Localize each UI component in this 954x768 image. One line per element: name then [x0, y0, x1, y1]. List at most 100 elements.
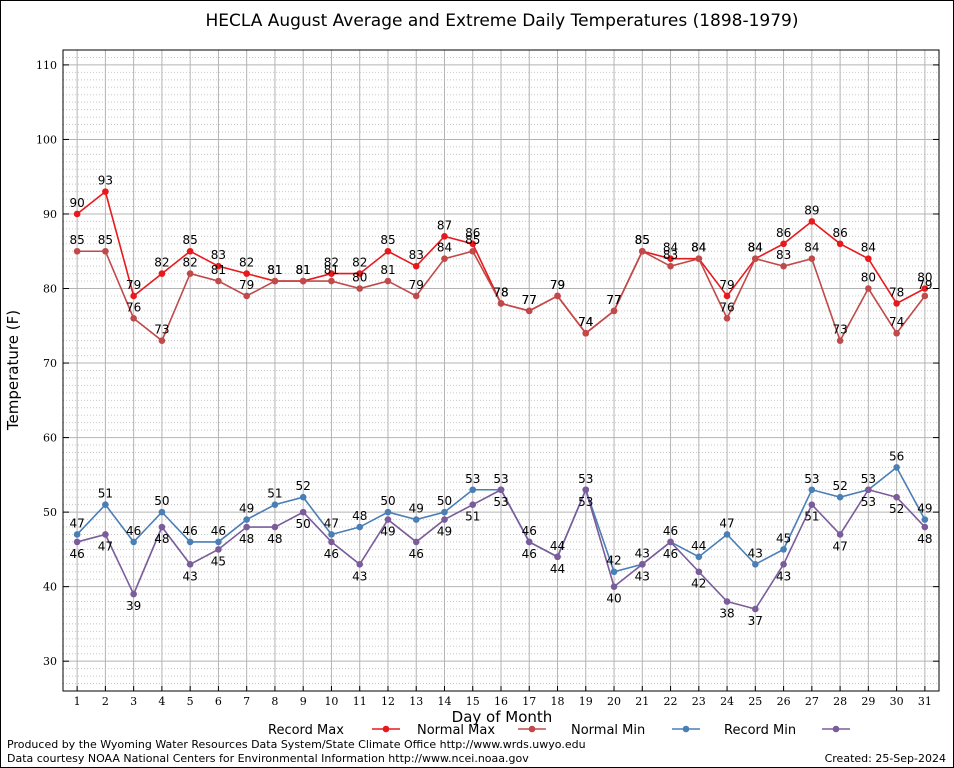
record-min-point — [384, 516, 392, 523]
normal-max-value-label: 83 — [663, 248, 678, 262]
record-max-point — [356, 270, 364, 277]
x-tick-label: 21 — [635, 695, 649, 708]
x-tick-label: 18 — [551, 695, 565, 708]
normal-max-value-label: 74 — [578, 315, 593, 329]
record-min-value-label: 50 — [296, 517, 311, 531]
normal-min-point — [412, 516, 420, 523]
normal-max-value-label: 77 — [606, 293, 621, 307]
record-min-point — [582, 486, 590, 494]
record-max-value-label: 89 — [804, 203, 819, 217]
normal-min-point — [215, 538, 222, 546]
record-min-value-label: 45 — [211, 554, 226, 568]
record-min-point — [356, 560, 364, 568]
normal-min-value-label: 47 — [69, 516, 84, 530]
normal-max-point — [554, 292, 561, 300]
record-max-value-label: 93 — [98, 174, 113, 188]
normal-min-point — [356, 523, 364, 531]
record-max-point — [328, 270, 335, 277]
normal-min-point — [836, 493, 844, 501]
normal-max-point — [441, 255, 448, 262]
x-tick-label: 16 — [494, 695, 508, 708]
normal-max-point — [158, 337, 166, 344]
record-min-value-label: 47 — [832, 539, 847, 553]
y-tick-label: 110 — [36, 59, 57, 72]
normal-min-value-label: 51 — [98, 487, 113, 501]
normal-min-point — [752, 560, 759, 568]
record-max-value-label: 86 — [776, 226, 791, 240]
record-min-value-label: 43 — [635, 569, 650, 583]
record-max-point — [865, 255, 872, 262]
record-max-point — [73, 210, 81, 218]
record-max-point — [384, 247, 392, 255]
x-tick-label: 12 — [381, 695, 395, 708]
record-min-point — [102, 531, 109, 538]
normal-min-point — [610, 568, 618, 576]
y-tick-label: 90 — [43, 208, 57, 221]
normal-min-value-label: 42 — [606, 554, 621, 568]
normal-max-value-label: 83 — [776, 248, 791, 262]
normal-max-point — [525, 307, 533, 315]
normal-min-value-label: 53 — [804, 472, 819, 486]
normal-max-point — [865, 285, 872, 292]
record-max-point — [836, 240, 844, 248]
x-tick-label: 13 — [409, 695, 423, 708]
normal-max-value-label: 79 — [239, 278, 254, 292]
record-min-point — [186, 560, 194, 568]
record-min-point — [667, 538, 674, 546]
record-min-value-label: 46 — [69, 547, 84, 561]
normal-max-point — [384, 277, 392, 285]
normal-min-point — [441, 508, 448, 516]
record-min-value-label: 51 — [804, 510, 819, 524]
record-max-point — [412, 262, 420, 270]
normal-max-point — [130, 315, 137, 322]
record-min-value-label: 43 — [352, 569, 367, 583]
record-max-value-label: 84 — [663, 241, 678, 255]
normal-max-value-label: 84 — [748, 241, 763, 255]
record-max-value-label: 82 — [324, 256, 339, 270]
normal-max-value-label: 84 — [437, 241, 452, 255]
normal-max-point — [328, 277, 335, 285]
normal-max-point — [695, 255, 703, 262]
normal-min-value-label: 45 — [776, 531, 791, 545]
normal-max-value-label: 76 — [126, 300, 141, 314]
record-min-value-label: 40 — [606, 592, 621, 606]
normal-min-value-label: 46 — [183, 524, 198, 538]
normal-min-value-label: 46 — [522, 524, 537, 538]
normal-min-value-label: 49 — [917, 502, 932, 516]
normal-max-value-label: 82 — [183, 256, 198, 270]
legend-label: Normal Max — [417, 723, 495, 738]
normal-max-point — [610, 307, 618, 315]
normal-min-point — [158, 508, 166, 516]
x-tick-label: 2 — [102, 695, 109, 708]
record-max-value-label: 82 — [352, 256, 367, 270]
x-tick-label: 24 — [720, 695, 734, 708]
record-min-point — [441, 516, 448, 523]
normal-min-point — [384, 508, 392, 516]
normal-max-point — [752, 255, 759, 262]
normal-max-value-label: 85 — [465, 233, 480, 247]
normal-max-value-label: 85 — [635, 233, 650, 247]
record-min-value-label: 48 — [154, 532, 169, 546]
record-min-point — [158, 523, 166, 531]
record-max-value-label: 77 — [522, 293, 537, 307]
normal-max-point — [893, 329, 900, 337]
normal-max-point — [73, 247, 81, 255]
y-tick-label: 40 — [43, 581, 57, 594]
record-min-point — [299, 508, 307, 516]
record-max-value-label: 84 — [691, 241, 706, 255]
footer-produced-by: Produced by the Wyoming Water Resources … — [7, 738, 586, 751]
normal-max-value-label: 79 — [409, 278, 424, 292]
x-tick-label: 27 — [805, 695, 819, 708]
normal-max-point — [186, 270, 194, 277]
record-min-point — [808, 501, 816, 508]
legend-swatch-marker — [682, 725, 690, 733]
record-max-point — [469, 240, 477, 248]
record-max-value-label: 85 — [380, 233, 395, 247]
normal-min-value-label: 47 — [719, 516, 734, 530]
record-max-value-label: 81 — [267, 263, 282, 277]
record-min-value-label: 46 — [522, 547, 537, 561]
record-max-value-label: 80 — [917, 271, 932, 285]
normal-max-point — [780, 262, 787, 270]
